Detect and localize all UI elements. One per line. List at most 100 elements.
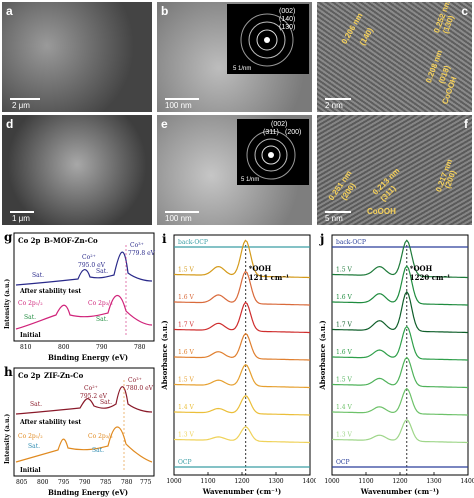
ring-label-e-3: (200)	[285, 129, 302, 136]
x-tick-label: 1100	[358, 478, 373, 485]
xps-h-xtick: 800	[37, 479, 49, 486]
series-line	[174, 426, 310, 444]
series-label: 1.5 V	[178, 377, 194, 384]
x-tick-label: 1300	[268, 478, 283, 485]
xps-g-xtick: 800	[58, 344, 70, 351]
series-line	[332, 325, 468, 361]
x-tick-label: 1000	[324, 478, 339, 485]
series-line	[332, 290, 468, 334]
scale-bar-a	[10, 98, 40, 100]
scale-text-d: 1 μm	[12, 214, 30, 223]
series-line	[174, 239, 310, 279]
series-line	[332, 265, 468, 306]
xps-h-xtick: 795	[58, 479, 70, 486]
series-label: 1.5 V	[178, 267, 194, 274]
x-tick-label: 1100	[200, 478, 215, 485]
scale-bar-e	[165, 211, 199, 213]
series-line	[174, 363, 310, 389]
annotation-wavenumber: 1220 cm⁻¹	[410, 273, 450, 282]
xps-h-peak1-val: 780.0 eV	[126, 385, 154, 392]
xps-h-sample: ZIF-Zn-Co	[44, 371, 84, 380]
x-tick-label: 1200	[234, 478, 249, 485]
tem-panel-b: b (002) (140) (130) 5 1/nm 100 nm	[157, 2, 312, 112]
scale-text-b: 100 nm	[165, 101, 192, 110]
xps-g-sat1: Sat.	[32, 272, 44, 279]
xps-h-xtick: 780	[121, 479, 133, 486]
xps-g-sample: B-MOF-Zn-Co	[44, 236, 98, 245]
inset-scale-e: 5 1/nm	[241, 177, 260, 183]
hrtem-panel-f: f 0.251 nm (200) 0.213 nm (311) CoOOH 0.…	[317, 115, 472, 225]
series-label: 1.6 V	[178, 294, 194, 301]
annotation-ooh: *OOH	[249, 264, 272, 273]
ftir-chart-j: j back-OCP 1.5 V 1.6 V 1.7 V 1.6 V 1.5 V 1.4 V 1…	[318, 232, 474, 496]
xps-h-sat4: Sat.	[92, 447, 104, 454]
xps-h-co12: Co 2p₁/₂	[18, 433, 43, 440]
series-label: 1.7 V	[178, 322, 194, 329]
series-label: 1.7 V	[336, 322, 352, 329]
xps-g-sat4: Sat.	[96, 316, 108, 323]
series-label: 1.6 V	[336, 294, 352, 301]
series-line	[332, 239, 468, 279]
xps-g-co32: Co 2p₃/₂	[88, 300, 113, 307]
series-label: 1.4 V	[336, 404, 352, 411]
xps-h-sat1: Sat.	[30, 401, 42, 408]
annotation-wavenumber: 1211 cm⁻¹	[249, 273, 289, 282]
saed-rings-e	[246, 130, 296, 180]
hrtem-panel-c: c 0.206 nm (140) 0.252 nm (130) 0.208 nm…	[317, 2, 472, 112]
ring-label-b-3: (130)	[279, 24, 296, 31]
xps-h-ylabel: Intensity (a.u.)	[4, 414, 11, 464]
xps-h-xticks: 805 800 795 790 785 780 775	[16, 479, 152, 486]
xps-g-ylabel: Intensity (a.u.)	[4, 279, 11, 329]
xps-h-sat3: Sat.	[28, 443, 40, 450]
ftir-frame	[331, 234, 469, 476]
x-axis-label: Wavenumber (cm⁻¹)	[360, 487, 439, 496]
series-label: back-OCP	[336, 239, 366, 246]
saed-inset-e: (002) (311) (200) 5 1/nm	[237, 119, 309, 185]
xps-h-curve-initial	[15, 426, 153, 463]
ftir-chart-i: i back-OCP 1.5 V 1.6 V 1.7 V 1.6 V 1.5 V 1.4 V 1…	[160, 232, 316, 496]
x-axis-label: Wavenumber (cm⁻¹)	[202, 487, 281, 496]
sem-panel-d: d 1 μm	[2, 115, 152, 225]
scale-bar-b	[165, 98, 199, 100]
inset-scale-b: 5 1/nm	[233, 66, 252, 72]
xps-h-peak2: Co²⁺	[84, 385, 98, 392]
ftir-frame	[173, 234, 311, 476]
panel-label-i: i	[162, 232, 167, 246]
scale-text-f: 5 nm	[325, 214, 343, 223]
xps-h-xtick: 790	[79, 479, 91, 486]
y-axis-label: Absorbance (a.u.)	[160, 320, 169, 390]
panel-label-j: j	[319, 232, 324, 246]
xps-h-curve-after	[15, 386, 153, 415]
y-axis-label: Absorbance (a.u.)	[318, 320, 327, 390]
series-label: 1.6 V	[336, 349, 352, 356]
ring-label-e-1: (002)	[271, 121, 288, 128]
lattice-c-2: (140)	[357, 26, 375, 47]
panel-label-f: f	[464, 117, 468, 131]
xps-g-peak2-val: 795.0 eV	[78, 262, 106, 269]
series-line	[174, 395, 310, 416]
series-line	[332, 356, 468, 389]
xps-g-curve-initial	[15, 294, 153, 330]
xps-h-element: Co 2p	[18, 371, 41, 380]
xps-h-xtick: 775	[140, 479, 152, 486]
xps-g-initial-label: Initial	[20, 332, 41, 339]
panel-label-e: e	[161, 117, 168, 131]
xps-h-sat2: Sat.	[100, 399, 112, 406]
xps-h-xlabel: Binding Energy (eV)	[48, 488, 128, 497]
xps-g-co12: Co 2p₁/₂	[18, 300, 43, 307]
series-label: back-OCP	[178, 239, 208, 246]
scale-bar-f	[325, 211, 351, 213]
xps-h-xtick: 785	[100, 479, 112, 486]
saed-rings-b	[240, 13, 294, 67]
series-line	[174, 301, 310, 334]
panel-label-a: a	[6, 4, 13, 18]
x-tick-label: 1300	[426, 478, 441, 485]
xps-g-element: Co 2p	[18, 236, 41, 245]
xps-h-initial-label: Initial	[20, 467, 41, 474]
panel-label-c: c	[461, 4, 468, 18]
scale-text-e: 100 nm	[165, 214, 192, 223]
scale-bar-c	[325, 98, 351, 100]
xps-panel-g: g Co 2p B-MOF-Zn-Co Co³⁺ 779.8 eV Co²⁺ 7…	[4, 230, 156, 362]
xps-h-peak2-val: 795.2 eV	[80, 393, 108, 400]
series-label: 1.5 V	[336, 267, 352, 274]
